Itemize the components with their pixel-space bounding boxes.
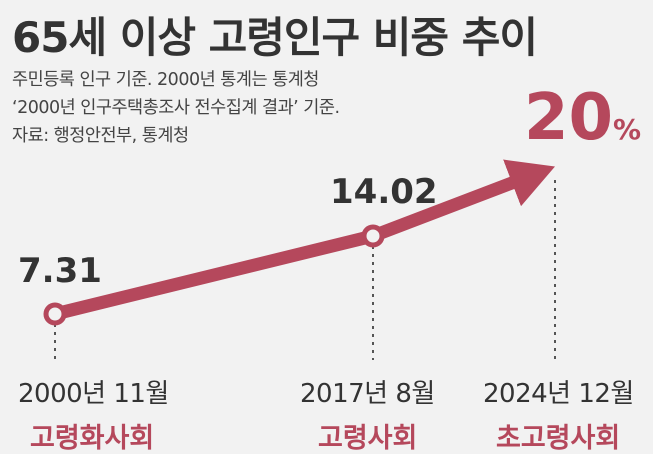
data-point-0 bbox=[43, 302, 67, 326]
x-tick-label-1: 2017년 8월 bbox=[300, 379, 435, 409]
source-note-line-3: 자료: 행정안전부, 통계청 bbox=[12, 126, 189, 146]
series-line-segment-1 bbox=[48, 229, 380, 321]
stage-label-0: 고령화사회 bbox=[30, 423, 154, 454]
series-line-segment-2-arrow bbox=[370, 159, 556, 243]
value-label-0: 7.31 bbox=[18, 251, 102, 291]
source-note-line-2: ‘2000년 인구주택총조사 전수집계 결과’ 기준. bbox=[12, 98, 340, 118]
source-note-line-1: 주민등록 인구 기준. 2000년 통계는 통계청 bbox=[12, 70, 319, 90]
chart-title: 65세 이상 고령인구 비중 추이 bbox=[12, 13, 538, 62]
stage-label-2: 초고령사회 bbox=[496, 423, 620, 454]
value-unit-label: % bbox=[613, 113, 641, 146]
x-tick-label-0: 2000년 11월 bbox=[18, 379, 169, 409]
data-point-1 bbox=[361, 224, 385, 248]
value-label-1: 14.02 bbox=[330, 172, 438, 212]
value-label-2: 20 bbox=[524, 81, 613, 155]
x-tick-label-2: 2024년 12월 bbox=[483, 379, 634, 409]
stage-label-1: 고령사회 bbox=[318, 423, 417, 454]
